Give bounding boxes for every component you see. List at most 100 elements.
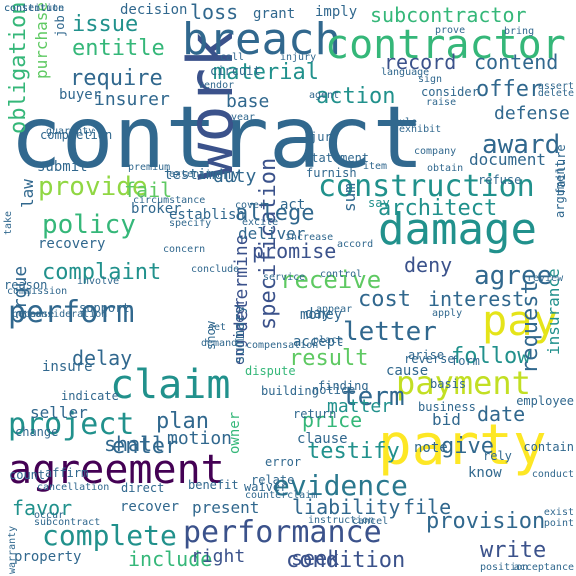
cloud-word: performance [183, 515, 382, 550]
cloud-word: property [14, 549, 82, 565]
cloud-word: liability [292, 495, 401, 519]
cloud-word: defense [494, 103, 570, 124]
cloud-word: instruction [308, 515, 375, 526]
cloud-word: party [378, 413, 547, 478]
cloud-word: give [441, 434, 494, 459]
cloud-word: increase [285, 232, 334, 243]
cloud-word: motion [167, 428, 233, 449]
cloud-word: contractor [325, 22, 566, 68]
cloud-word: testimony [164, 167, 240, 183]
cloud-word: furnish [306, 166, 357, 180]
cloud-word: insure [42, 359, 93, 375]
cloud-word: say [368, 196, 390, 210]
cloud-word: contract [10, 88, 425, 188]
cloud-word: contend [474, 50, 559, 74]
cloud-word: notice [312, 383, 356, 397]
cloud-word: record [384, 50, 457, 74]
cloud-word: buyer [59, 87, 102, 103]
cloud-word: imply [315, 4, 358, 20]
cloud-word: shall [104, 432, 165, 456]
cloud-word: decision [120, 2, 188, 18]
cloud-word: loss [190, 0, 239, 24]
cloud-word: compensation [246, 340, 319, 351]
cloud-word: plan [156, 409, 209, 434]
cloud-word: agreement [8, 447, 225, 493]
cloud-word: specify [169, 218, 212, 229]
cloud-word: policy [42, 210, 136, 240]
cloud-word: demand [201, 338, 238, 349]
cloud-word: seller [30, 403, 88, 422]
cloud-word: change [15, 425, 59, 439]
cloud-word: constitute [4, 3, 65, 14]
cloud-word: provision [426, 509, 546, 534]
cloud-word: money [300, 307, 343, 323]
cloud-word: delete [537, 88, 574, 99]
cloud-word: point [543, 518, 574, 529]
cloud-word: building [261, 384, 319, 398]
cloud-word: prove [435, 25, 466, 36]
cloud-word: subcontractor [370, 3, 527, 27]
cloud-word: law [18, 179, 37, 208]
cloud-word: cancel [352, 516, 389, 527]
cloud-word: contention [4, 3, 65, 14]
cloud-word: obtain [427, 163, 464, 174]
cloud-word: right [191, 546, 246, 567]
cloud-word: occur [34, 510, 65, 521]
cloud-word: employee [516, 394, 574, 408]
cloud-word: assert [537, 81, 574, 92]
cloud-word: item [363, 161, 388, 172]
cloud-word: date [477, 402, 526, 426]
cloud-word: sum [340, 183, 359, 212]
cloud-word: grant [253, 6, 296, 22]
cloud-word: include [128, 547, 213, 571]
cloud-word: appear [316, 304, 353, 315]
cloud-word: set [208, 322, 227, 333]
cloud-word: acceptance [513, 562, 574, 573]
cloud-word: condition [286, 548, 406, 573]
cloud-word: basis [430, 377, 467, 391]
cloud-word: act [280, 197, 306, 213]
cloud-word: agent [309, 90, 340, 101]
cloud-word: call [220, 52, 245, 63]
cloud-word: error [265, 455, 302, 469]
cloud-word: reverse [404, 352, 455, 366]
cloud-word: excite [242, 217, 279, 228]
cloud-word: breach [182, 14, 341, 65]
cloud-word: year [231, 112, 256, 123]
cloud-word: bid [432, 410, 461, 429]
cloud-word: damage [378, 204, 537, 255]
cloud-word: pay [482, 296, 558, 345]
cloud-word: review [527, 273, 564, 284]
cloud-word: company [414, 146, 457, 157]
cloud-word: agree [474, 261, 553, 291]
cloud-word: apply [432, 308, 463, 319]
cloud-word: take [3, 210, 14, 235]
cloud-word: conclude [191, 264, 240, 275]
cloud-word: architect [378, 196, 498, 221]
cloud-word: project [8, 407, 135, 442]
cloud-word: establish [169, 207, 245, 223]
cloud-word: provide [38, 172, 148, 202]
cloud-word: return [293, 407, 337, 421]
cloud-word: accord [337, 239, 374, 250]
cloud-word: seek [291, 546, 340, 570]
cloud-word: require [70, 66, 163, 91]
cloud-word: premium [128, 162, 171, 173]
cloud-word: base [226, 91, 270, 112]
cloud-word: deliver [238, 224, 306, 243]
cloud-word: price [302, 408, 363, 432]
cloud-word: benefit [188, 478, 239, 492]
cloud-word: warranty [7, 525, 18, 574]
cloud-word: argument [553, 160, 567, 218]
cloud-word: bring [504, 26, 535, 37]
cloud-word: complete [42, 519, 177, 552]
cloud-word: injury [280, 52, 317, 63]
cloud-word: reason [4, 278, 48, 292]
cloud-word: fail [124, 178, 173, 202]
cloud-word: testify [307, 439, 400, 464]
cloud-word: request [518, 281, 543, 374]
cloud-word: summary [232, 304, 248, 364]
cloud-word: promise [252, 239, 337, 263]
cloud-word: broker [131, 201, 182, 217]
